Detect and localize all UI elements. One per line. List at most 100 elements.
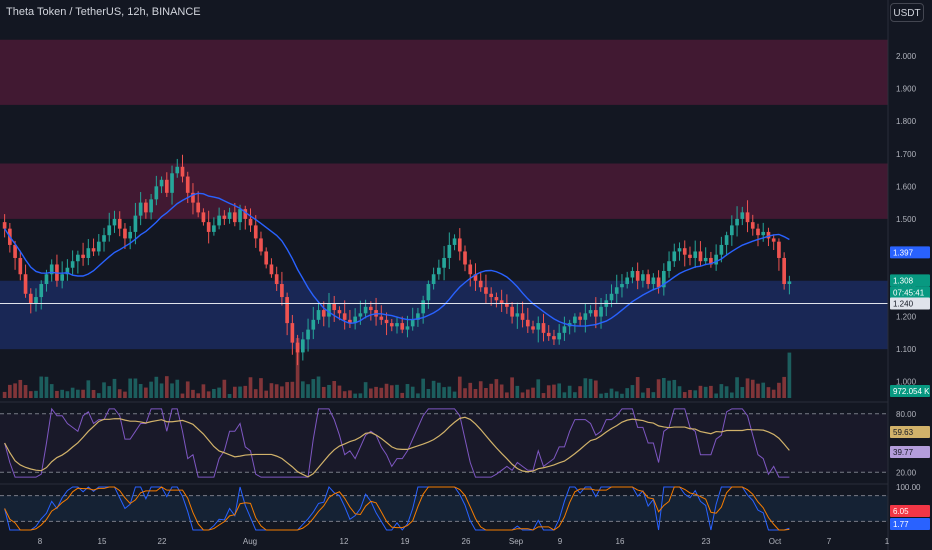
volume-bar [452, 391, 457, 398]
volume-bar [164, 376, 169, 398]
candle-body [703, 257, 708, 262]
volume-bar [112, 378, 117, 398]
volume-bar [416, 393, 420, 398]
candle-body [13, 244, 17, 258]
volume-bar [175, 379, 180, 398]
candle-body [641, 274, 645, 281]
volume-bar [609, 388, 614, 398]
candle-body [630, 270, 635, 278]
volume-bar [86, 380, 91, 398]
candle-body [358, 313, 363, 317]
candle-body [405, 326, 410, 330]
candle-body [191, 192, 195, 203]
price-tick-label: 1.900 [896, 85, 917, 94]
last-price-badge: 1.308 [893, 276, 914, 285]
candle-body [546, 332, 551, 337]
grid-lines [0, 401, 888, 485]
volume-bar [515, 385, 520, 398]
volume-bar [536, 379, 541, 398]
volume-bar [531, 387, 535, 398]
currency-button[interactable]: USDT [890, 3, 924, 22]
candle-body [348, 319, 352, 324]
volume-bar [698, 385, 703, 398]
candle-body [525, 319, 530, 327]
volume-bar [117, 389, 122, 398]
volume-bar [651, 392, 656, 398]
candle-body [588, 310, 593, 314]
candle-body [201, 212, 206, 223]
volume-bar [196, 393, 201, 398]
ma-badge: 1.397 [893, 248, 914, 257]
candle-body [123, 228, 127, 239]
stoch-k-badge: 1.77 [893, 520, 909, 529]
candle-body [144, 202, 148, 213]
candle-body [28, 293, 33, 304]
volume-bar [285, 382, 289, 398]
price-tick-label: 1.500 [896, 215, 917, 224]
volume-bar [410, 386, 415, 398]
volume-bar [525, 389, 530, 398]
volume-bar [766, 387, 771, 398]
volume-bar [588, 378, 593, 398]
volume-bar [49, 384, 54, 398]
countdown-badge: 07:45:41 [893, 288, 925, 297]
rsi-tick-label: 80.00 [896, 410, 917, 419]
candle-body [81, 254, 85, 258]
stoch-d-line [4, 486, 790, 531]
candle-body [128, 231, 133, 239]
candle-body [593, 310, 598, 317]
candle-body [677, 248, 682, 252]
candle-body [23, 274, 28, 294]
candle-body [34, 297, 38, 304]
volume-bar [65, 391, 70, 398]
volume-bar [290, 381, 295, 398]
volume-bar [505, 392, 509, 398]
volume-bar [688, 389, 692, 398]
candle-body [327, 303, 331, 317]
volume-bar [400, 392, 405, 398]
candle-body [285, 297, 289, 324]
volume-bar [384, 383, 389, 398]
time-tick-label: 23 [702, 537, 711, 546]
volume-bar [306, 384, 310, 398]
time-axis: 8 15 22 Aug 12 19 26 Sep 9 16 23 Oct 7 1 [38, 537, 890, 546]
time-tick-label: 9 [558, 537, 563, 546]
candle-body [442, 257, 446, 268]
candle-body [180, 166, 185, 177]
price-tick-label: 1.200 [896, 313, 917, 322]
volume-bar [787, 352, 792, 398]
volume-bar [138, 384, 143, 398]
price-tick-label: 1.100 [896, 345, 917, 354]
candle-body [379, 316, 384, 320]
volume-bar [557, 383, 562, 398]
volume-bar [724, 386, 729, 398]
volume-bar [735, 377, 739, 398]
candle-body [400, 323, 405, 330]
volume-bar [421, 378, 425, 398]
candle-body [384, 319, 389, 324]
candle-body [777, 241, 781, 258]
candle-body [515, 313, 520, 317]
level-badge-bg [890, 297, 930, 310]
volume-bar [8, 384, 12, 398]
candle-body [573, 316, 577, 324]
stoch-pane [0, 486, 888, 531]
time-tick-label: Aug [243, 537, 257, 546]
candle-body [212, 225, 216, 232]
level-badge: 1.240 [893, 300, 914, 309]
volume-bar [782, 376, 786, 398]
candle-body [766, 231, 771, 239]
volume-bar [34, 390, 38, 398]
volume-bar [243, 385, 248, 398]
candle-body [625, 277, 630, 285]
rsi-badge: 39.77 [893, 448, 914, 457]
candle-body [552, 336, 556, 340]
candle-body [468, 264, 473, 275]
volume-bar [620, 393, 624, 398]
volume-bar [641, 392, 645, 398]
candle-body [578, 316, 582, 320]
volume-bar [693, 390, 698, 398]
candle-body [102, 235, 106, 242]
candle-body [206, 222, 211, 232]
